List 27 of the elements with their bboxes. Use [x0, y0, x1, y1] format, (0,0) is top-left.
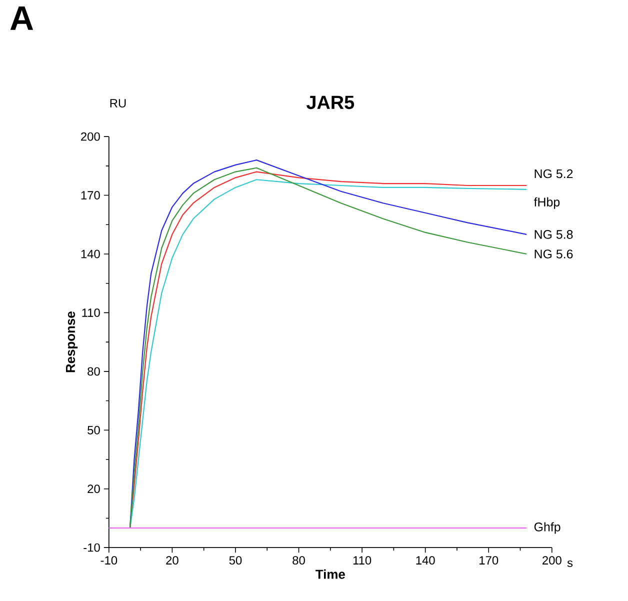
x-axis-title: Time — [316, 569, 345, 579]
y-tick-label: 140 — [81, 250, 100, 258]
x-tick-label: -10 — [100, 556, 118, 565]
series-label: NG 5.8 — [534, 230, 573, 239]
series-label: NG 5.2 — [534, 169, 573, 178]
text: A — [10, 6, 34, 30]
y-axis-title: Response — [66, 312, 78, 372]
y-tick-label: 80 — [88, 367, 100, 376]
y-tick-label: 50 — [88, 426, 100, 434]
x-tick-label: 50 — [229, 556, 242, 565]
chart-title: JAR5 — [306, 96, 354, 110]
y-tick-label: 110 — [82, 308, 100, 317]
x-tick-label: 110 — [353, 556, 372, 565]
x-tick-label: 170 — [480, 556, 498, 565]
x-tick-label: 80 — [292, 556, 305, 565]
y-tick-label: 200 — [81, 132, 100, 141]
series-label: Ghfp — [534, 522, 560, 534]
text: RU — [110, 99, 126, 108]
y-tick-label: -10 — [84, 543, 100, 552]
series-label: fHbp — [534, 197, 560, 209]
y-tick-label: 20 — [88, 484, 100, 494]
x-tick-label: 20 — [166, 556, 178, 565]
text: s — [567, 560, 573, 568]
x-tick-label: 140 — [416, 556, 435, 565]
x-tick-label: 200 — [542, 556, 562, 565]
y-tick-label: 170 — [81, 191, 100, 200]
series-label: NG 5.6 — [534, 250, 573, 258]
